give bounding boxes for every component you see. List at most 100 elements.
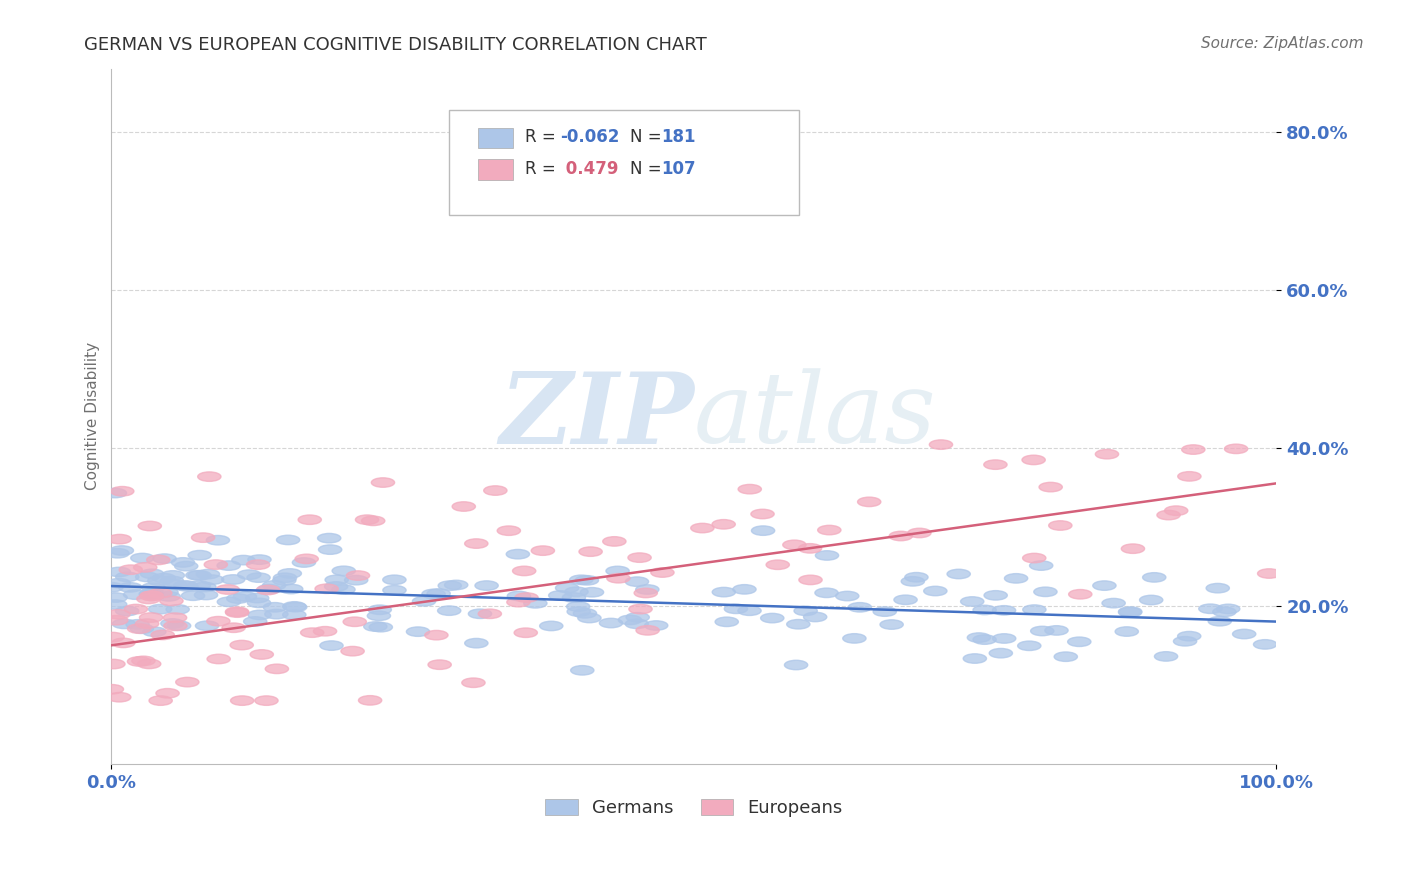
Ellipse shape: [848, 603, 872, 612]
Ellipse shape: [382, 575, 406, 584]
Ellipse shape: [273, 573, 297, 582]
Ellipse shape: [101, 632, 124, 642]
Ellipse shape: [444, 580, 468, 590]
Ellipse shape: [1039, 483, 1063, 491]
Ellipse shape: [138, 521, 162, 531]
Ellipse shape: [127, 620, 149, 629]
Ellipse shape: [636, 625, 659, 635]
Ellipse shape: [1095, 450, 1119, 458]
Ellipse shape: [152, 574, 176, 582]
Ellipse shape: [1022, 455, 1045, 465]
Ellipse shape: [101, 659, 125, 669]
Ellipse shape: [107, 609, 131, 619]
Ellipse shape: [990, 648, 1012, 658]
Ellipse shape: [1022, 553, 1046, 563]
Ellipse shape: [319, 545, 342, 554]
Ellipse shape: [1257, 569, 1281, 578]
Ellipse shape: [343, 617, 367, 626]
Ellipse shape: [112, 619, 135, 629]
Ellipse shape: [187, 581, 211, 591]
Ellipse shape: [142, 582, 165, 592]
Ellipse shape: [163, 621, 187, 631]
Ellipse shape: [160, 619, 184, 628]
Ellipse shape: [880, 620, 903, 629]
Ellipse shape: [425, 631, 449, 640]
Ellipse shape: [803, 612, 827, 622]
Ellipse shape: [226, 594, 250, 603]
Ellipse shape: [738, 606, 761, 615]
Ellipse shape: [905, 573, 928, 582]
Ellipse shape: [167, 621, 191, 631]
Ellipse shape: [1122, 544, 1144, 553]
Ellipse shape: [506, 598, 530, 607]
Text: N =: N =: [630, 160, 666, 178]
Ellipse shape: [277, 535, 299, 545]
Ellipse shape: [283, 610, 307, 620]
Ellipse shape: [217, 585, 239, 594]
Ellipse shape: [548, 591, 572, 600]
Ellipse shape: [218, 597, 240, 607]
Ellipse shape: [207, 535, 229, 545]
Ellipse shape: [382, 585, 406, 595]
Ellipse shape: [579, 547, 602, 557]
Ellipse shape: [1045, 625, 1069, 635]
Ellipse shape: [201, 575, 224, 584]
Ellipse shape: [599, 618, 623, 628]
Ellipse shape: [842, 633, 866, 643]
Ellipse shape: [973, 635, 997, 644]
Ellipse shape: [108, 692, 131, 702]
Ellipse shape: [149, 589, 172, 598]
Ellipse shape: [197, 569, 219, 579]
Ellipse shape: [160, 596, 183, 606]
Ellipse shape: [139, 613, 163, 623]
Ellipse shape: [160, 576, 184, 585]
Ellipse shape: [508, 591, 530, 600]
Ellipse shape: [929, 440, 953, 450]
Ellipse shape: [149, 605, 172, 614]
Ellipse shape: [1143, 573, 1166, 582]
Ellipse shape: [325, 582, 347, 591]
Ellipse shape: [131, 553, 155, 563]
Ellipse shape: [163, 580, 187, 590]
Ellipse shape: [565, 587, 588, 597]
Ellipse shape: [104, 615, 128, 625]
Ellipse shape: [280, 584, 302, 594]
Ellipse shape: [465, 639, 488, 648]
Ellipse shape: [799, 575, 823, 584]
Ellipse shape: [198, 472, 221, 482]
Ellipse shape: [1174, 637, 1197, 646]
Ellipse shape: [217, 561, 240, 570]
Ellipse shape: [162, 571, 184, 580]
Ellipse shape: [231, 696, 254, 706]
Ellipse shape: [257, 584, 281, 594]
Ellipse shape: [575, 575, 599, 585]
Ellipse shape: [468, 609, 492, 618]
Text: 181: 181: [661, 128, 696, 146]
Ellipse shape: [439, 581, 461, 591]
Ellipse shape: [437, 606, 461, 615]
Y-axis label: Cognitive Disability: Cognitive Disability: [86, 343, 100, 491]
Ellipse shape: [104, 599, 127, 609]
Ellipse shape: [346, 571, 370, 581]
Ellipse shape: [247, 573, 270, 582]
Ellipse shape: [1225, 444, 1247, 454]
Ellipse shape: [783, 540, 806, 549]
Ellipse shape: [787, 620, 810, 629]
Ellipse shape: [108, 534, 131, 544]
Legend: Germans, Europeans: Germans, Europeans: [538, 791, 851, 824]
Ellipse shape: [1029, 561, 1053, 570]
Ellipse shape: [1208, 616, 1232, 626]
Ellipse shape: [204, 560, 228, 569]
Ellipse shape: [1033, 587, 1057, 597]
Ellipse shape: [222, 623, 245, 632]
Ellipse shape: [233, 591, 257, 601]
Ellipse shape: [1213, 607, 1236, 616]
Ellipse shape: [984, 460, 1007, 469]
Ellipse shape: [1216, 604, 1240, 614]
Ellipse shape: [104, 593, 128, 602]
Ellipse shape: [628, 605, 652, 614]
Ellipse shape: [651, 568, 673, 577]
Ellipse shape: [1018, 641, 1040, 650]
Ellipse shape: [131, 624, 153, 633]
Ellipse shape: [567, 602, 591, 611]
